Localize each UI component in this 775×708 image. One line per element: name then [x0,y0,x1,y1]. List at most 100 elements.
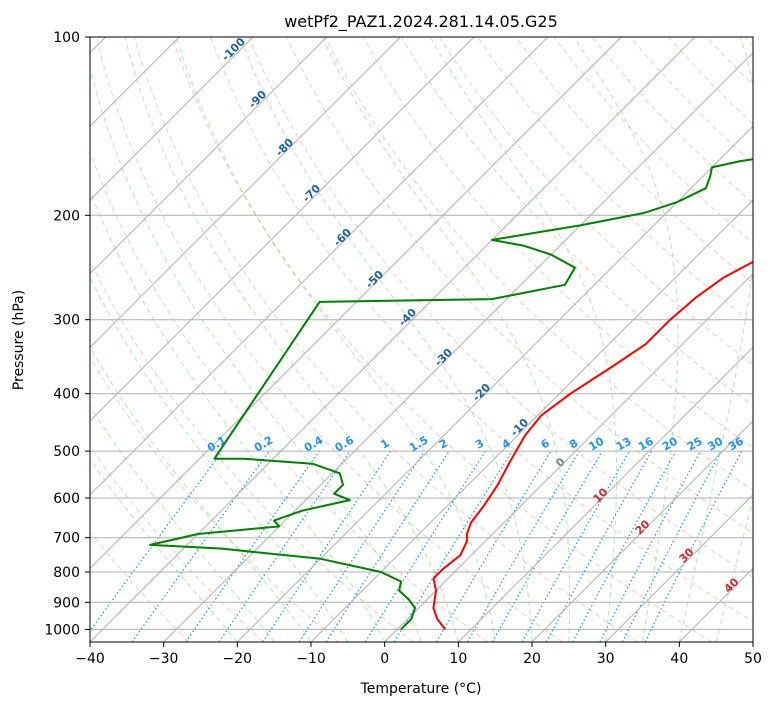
mixing-ratio-label: 3 [473,437,486,452]
potential-temperature-label: -80 [273,136,296,159]
potential-temperature-label: -90 [246,88,269,111]
isotherm-line [90,37,475,422]
dry-adiabat-line [90,356,339,642]
mixing-ratio-line [435,450,552,642]
theta-e-label: 0 [553,455,568,470]
mixing-ratio-line [131,450,270,642]
isopleth-labels: 0.1 0.2 0.4 0.6 1 1.5 2 3 4 6 8 10 13 16 20 25 30 36-100-… [205,35,746,596]
potential-temperature-label: -70 [300,182,323,205]
dry-adiabat-line [90,259,414,642]
sounding-profiles [149,158,753,631]
x-tick-label: −30 [149,651,179,667]
isotherm-line [90,37,254,201]
mixing-ratio-line [545,450,653,642]
moist-adiabat-line [124,37,459,642]
moist-adiabat-line [321,37,571,642]
dry-adiabat-line [90,531,190,642]
isotherm-line [531,420,753,642]
moist-adiabat-line [90,405,275,642]
isotherm-line [236,125,753,642]
potential-temperature-label: -60 [331,226,354,249]
isotherm-line [90,37,622,570]
potential-temperature-label: -50 [363,268,386,291]
y-tick-label: 1000 [44,622,80,638]
mixing-ratio-line [521,450,631,642]
isotherm-line [752,641,753,642]
x-tick-label: 50 [744,651,762,667]
theta-e-label: 30 [677,545,697,565]
mixing-ratio-line [298,450,425,642]
potential-temperature-label: -40 [396,306,419,329]
potential-temperature-label: -30 [432,346,455,369]
y-tick-label: 100 [53,30,80,46]
isotherm-line [90,37,549,496]
temperature-profile-line [432,260,753,631]
mixing-ratio-line [572,450,677,642]
y-tick-label: 600 [53,491,80,507]
dewpoint-profile-line [149,158,753,631]
mixing-ratio-line [644,450,743,642]
mixing-ratio-line [364,450,486,642]
background-lines [90,37,753,642]
isotherm-line [90,37,401,349]
dry-adiabat-line [744,37,753,47]
isotherm-line [310,199,753,642]
potential-temperature-label: -10 [508,416,531,439]
mixing-ratio-label: 1 [378,437,391,452]
y-tick-label: 500 [53,444,80,460]
moist-adiabat-line [90,346,312,642]
x-tick-label: −20 [223,651,253,667]
y-tick-label: 200 [53,208,80,224]
theta-e-label: 20 [633,517,653,537]
mixing-ratio-line [262,450,392,642]
mixing-ratio-label: 2 [437,437,450,452]
x-tick-label: −10 [296,651,326,667]
dry-adiabat-line [210,37,753,623]
mixing-ratio-line [393,450,513,642]
isotherm-line [384,272,753,642]
isotherm-line [605,493,753,642]
x-axis-label: Temperature (°C) [360,681,482,697]
chart-title: wetPf2_PAZ1.2024.281.14.05.G25 [284,12,558,32]
mixing-ratio-line [466,450,580,642]
moist-adiabat-line [90,66,422,642]
mixing-ratio-label: 4 [500,436,513,451]
moist-adiabat-line [175,37,496,642]
x-tick-label: −40 [75,651,105,667]
x-tick-label: 0 [380,651,389,667]
y-tick-label: 800 [53,565,80,581]
mixing-ratio-label: 8 [567,437,580,452]
x-tick-label: 10 [449,651,467,667]
moist-adiabat-line [90,189,386,642]
isotherm-line [90,37,696,642]
mixing-ratio-line [325,450,450,642]
dry-adiabat-line [400,37,753,407]
x-axis: −40 −30 −20 −10 0 10 20 30 40 50 [75,642,762,667]
y-tick-label: 700 [53,531,80,547]
dry-adiabat-line [515,37,753,284]
moist-adiabat-line [239,37,533,642]
isotherm-line [163,51,753,642]
x-tick-label: 30 [597,651,615,667]
y-axis: 100 200 300 400 500 600 700 800 900 1000 [44,30,90,638]
y-tick-label: 400 [53,387,80,403]
dry-adiabat-line [133,37,638,642]
potential-temperature-label: -100 [219,35,248,64]
dry-adiabat-line [438,37,753,366]
dry-adiabat-line [706,37,753,86]
x-tick-label: 40 [670,651,688,667]
dry-adiabat-line [90,150,488,642]
mixing-ratio-label: 6 [539,436,552,451]
x-tick-label: 20 [523,651,541,667]
moist-adiabat-line [90,276,349,642]
dry-adiabat-line [95,37,563,642]
plot-frame [89,36,754,643]
dry-adiabat-line [90,445,264,642]
y-tick-label: 300 [53,313,80,329]
mixing-ratio-line [218,450,351,642]
theta-e-label: 40 [722,575,742,595]
theta-e-label: 10 [591,485,611,505]
moist-adiabat-line [715,497,753,642]
moist-adiabat-line [90,458,238,642]
